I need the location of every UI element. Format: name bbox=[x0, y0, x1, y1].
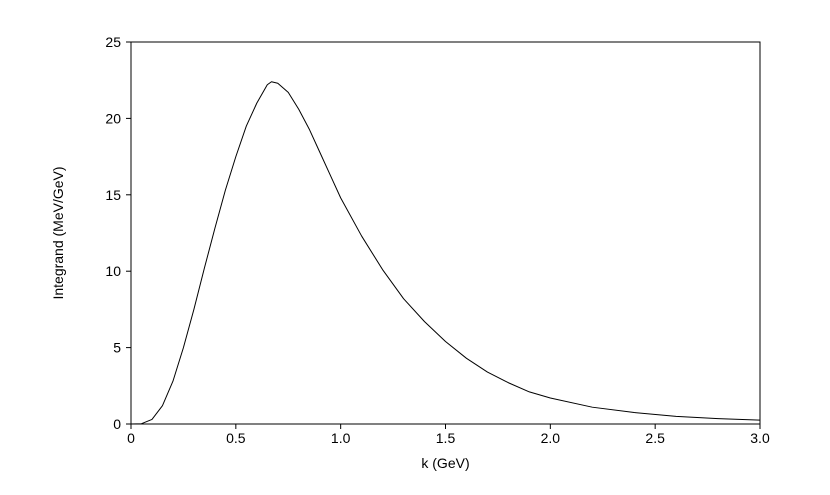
y-tick-label: 5 bbox=[113, 340, 121, 356]
y-tick-label: 20 bbox=[105, 110, 121, 126]
x-axis-label: k (GeV) bbox=[421, 455, 469, 471]
plot-frame bbox=[130, 41, 761, 425]
y-tick-label: 0 bbox=[113, 416, 121, 432]
x-tick-label: 0 bbox=[127, 430, 135, 446]
data-line bbox=[130, 81, 761, 425]
x-tick-label: 3.0 bbox=[750, 430, 770, 446]
y-tick-label: 15 bbox=[105, 187, 121, 203]
x-tick-label: 0.5 bbox=[226, 430, 246, 446]
y-tick-label: 10 bbox=[105, 263, 121, 279]
y-tick-label: 25 bbox=[105, 34, 121, 50]
x-tick-label: 1.5 bbox=[436, 430, 456, 446]
x-tick-label: 2.0 bbox=[541, 430, 561, 446]
x-tick-label: 2.5 bbox=[645, 430, 665, 446]
y-axis-label: Integrand (MeV/GeV) bbox=[50, 166, 66, 299]
x-tick-label: 1.0 bbox=[331, 430, 351, 446]
